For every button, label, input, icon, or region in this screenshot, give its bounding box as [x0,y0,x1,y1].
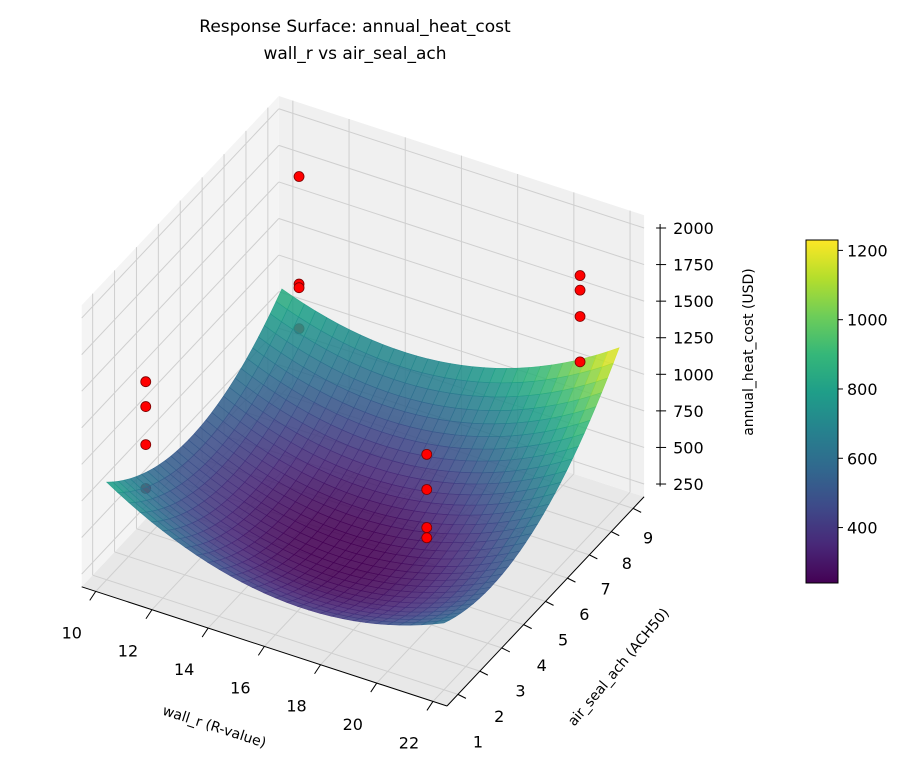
grid-line-y [92,574,459,695]
chart-title: Response Surface: annual_heat_cost [199,17,511,37]
scatter-front [140,171,586,544]
z-tick-label: 1750 [673,256,714,275]
grid-line-z [81,108,280,319]
z-tick-label: 1250 [673,329,714,348]
scatter-point [140,376,152,388]
grid-line-z [81,181,280,392]
scatter-point [140,401,152,412]
y-tick-label: 4 [537,656,547,675]
y-tick-label: 3 [515,681,525,700]
y-tick-mark [457,693,467,699]
grid-line-z [278,144,645,266]
grid-line-z [278,181,645,302]
chart-subtitle: wall_r vs air_seal_ach [263,44,446,64]
x-tick-label: 10 [62,623,82,642]
colorbar: 400 600 800 1000 1200 [805,239,888,584]
scatter-point [574,311,586,322]
x-tick-label: 18 [286,697,306,716]
y-tick-mark [611,531,620,537]
x-tick-label: 20 [343,715,363,734]
y-tick-label: 5 [558,630,568,649]
colorbar-gradient [805,239,839,584]
y-tick-mark [501,647,510,653]
y-tick-mark [632,507,642,513]
x-axis-label: wall_r (R-value) [160,703,268,752]
colorbar-tick-label: 600 [847,449,878,468]
colorbar-tick-label: 400 [847,519,878,538]
colorbar-tick-label: 1000 [847,311,888,330]
y-tick-mark [545,600,554,606]
y-tick-label: 1 [473,732,483,751]
x-tick-mark [426,701,434,711]
grid-line-z [278,254,645,375]
scatter-point [421,522,433,533]
x-tick-mark [370,682,378,693]
surface [105,288,620,626]
z-tick-label: 1000 [673,365,714,384]
y-tick-label: 2 [494,707,504,726]
scatter-point [574,356,586,368]
grid-line-z [81,145,280,355]
y-tick-label: 9 [643,528,653,547]
x-tick-mark [89,591,97,601]
x-tick-label: 22 [399,733,419,752]
y-tick-mark [479,670,489,676]
y-tick-label: 8 [622,554,632,573]
colorbar-tick-label: 800 [847,380,878,399]
x-tick-label: 16 [230,678,250,697]
z-tick-label: 2000 [673,219,714,238]
scatter-point [421,532,433,544]
colorbar-tick-label: 1200 [847,241,888,260]
x-tick-label: 12 [118,642,138,661]
y-tick-mark [523,624,532,630]
scatter-point [574,284,586,296]
z-tick-label: 250 [673,475,704,494]
z-tick-label: 750 [673,402,704,421]
y-tick-mark [589,554,598,560]
y-tick-mark [567,577,576,583]
scatter-point [421,448,433,460]
z-axis-label: annual_heat_cost (USD) [741,268,757,436]
scatter-point [140,439,152,451]
x-tick-mark [201,627,209,638]
y-axis-label: air_seal_ach (ACH50) [565,605,673,729]
grid-line-z [278,108,645,229]
scatter-point [421,484,433,495]
x-tick-mark [257,646,265,656]
y-tick-label: 6 [579,605,589,624]
x-tick-mark [314,664,321,675]
grid-line-z [81,254,280,465]
scatter-point [574,270,586,281]
grid-line-z [81,218,280,429]
x-tick-mark [145,609,153,619]
grid-line-z [81,291,280,502]
axis-lines [81,224,667,711]
y-tick-label: 7 [601,579,611,598]
scatter-point [293,282,305,294]
surface-patch [432,619,450,625]
z-tick-label: 1500 [673,292,714,311]
z-tick-label: 500 [673,438,704,457]
grid-line-y [114,551,481,672]
scatter-point [293,171,305,182]
x-tick-label: 14 [174,660,194,679]
